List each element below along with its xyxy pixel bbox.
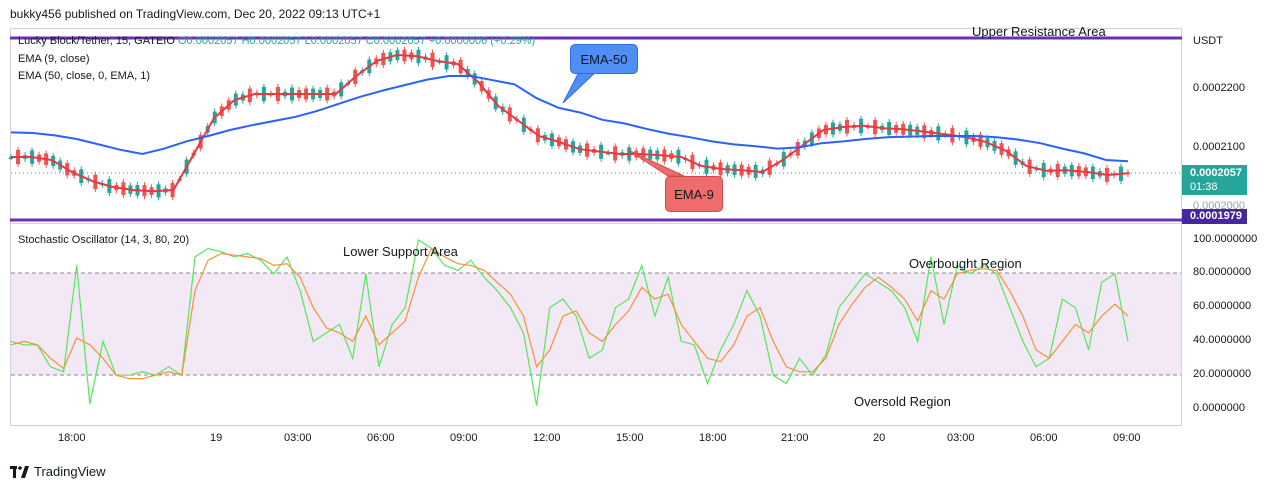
stoch-tick-80: 80.0000000: [1193, 266, 1252, 278]
stoch-tick-0: 0.0000000: [1193, 402, 1245, 414]
price-axis-currency: USDT: [1193, 35, 1223, 47]
pane-separator[interactable]: [10, 223, 1182, 224]
legend-ema50: EMA (50, close, 0, EMA, 1): [18, 70, 151, 82]
lower-support-label: Lower Support Area: [343, 244, 458, 259]
last-price-value: 0.0002057: [1190, 167, 1242, 179]
time-tick: 03:00: [284, 432, 312, 444]
time-tick: 09:00: [1113, 432, 1141, 444]
stoch-tick-60: 60.0000000: [1193, 300, 1252, 312]
legend-ohlc: O0.0002057 H0.0002057 L0.0002057 C0.0002…: [177, 35, 536, 47]
ema9-line: [11, 53, 1129, 193]
legend-symbol: Lucky Block/Tether, 15, GATEIO O0.000205…: [18, 35, 535, 47]
overbought-label: Overbought Region: [909, 256, 1022, 271]
oversold-label: Oversold Region: [854, 394, 951, 409]
upper-resistance-label: Upper Resistance Area: [972, 24, 1106, 39]
stoch-tick-40: 40.0000000: [1193, 334, 1252, 346]
stoch-k-line: [10, 239, 1129, 406]
ema-lines-group: [10, 53, 1129, 193]
time-tick: 20: [873, 432, 886, 444]
candle-countdown: 01:38: [1190, 181, 1218, 193]
ema50-callout: EMA-50: [570, 44, 638, 74]
ema50-line: [10, 75, 1129, 163]
time-tick: 18:00: [699, 432, 727, 444]
time-tick: 21:00: [781, 432, 809, 444]
price-tick-2: 0.0002100: [1193, 141, 1245, 153]
time-tick: 06:00: [1030, 432, 1058, 444]
price-tick-1: 0.0002200: [1193, 82, 1245, 94]
legend-symbol-name: Lucky Block/Tether, 15, GATEIO: [18, 35, 175, 47]
time-tick: 09:00: [450, 432, 478, 444]
time-tick: 18:00: [58, 432, 86, 444]
time-tick: 12:00: [533, 432, 561, 444]
support-price-badge: 0.0001979: [1182, 209, 1247, 224]
ema9-callout: EMA-9: [665, 176, 723, 212]
stoch-tick-20: 20.0000000: [1193, 368, 1252, 380]
publisher-text: bukky456 published on TradingView.com, D…: [10, 7, 381, 21]
time-tick: 19: [210, 432, 223, 444]
stoch-band-fill: [11, 273, 1181, 375]
time-tick: 06:00: [367, 432, 395, 444]
legend-stoch: Stochastic Oscillator (14, 3, 80, 20): [18, 234, 190, 246]
tradingview-logo-icon: [10, 465, 29, 478]
stoch-d-line: [10, 247, 1129, 380]
time-tick: 03:00: [947, 432, 975, 444]
stoch-lines-group: [10, 239, 1129, 406]
chart-frame[interactable]: [10, 28, 1182, 426]
time-tick: 15:00: [616, 432, 644, 444]
legend-ema9: EMA (9, close): [18, 53, 90, 65]
tradingview-brand: TradingView: [34, 464, 106, 479]
tradingview-logo[interactable]: TradingView: [10, 464, 106, 479]
last-price-badge: 0.0002057 01:38: [1182, 165, 1247, 195]
stoch-tick-100: 100.0000000: [1193, 233, 1258, 245]
